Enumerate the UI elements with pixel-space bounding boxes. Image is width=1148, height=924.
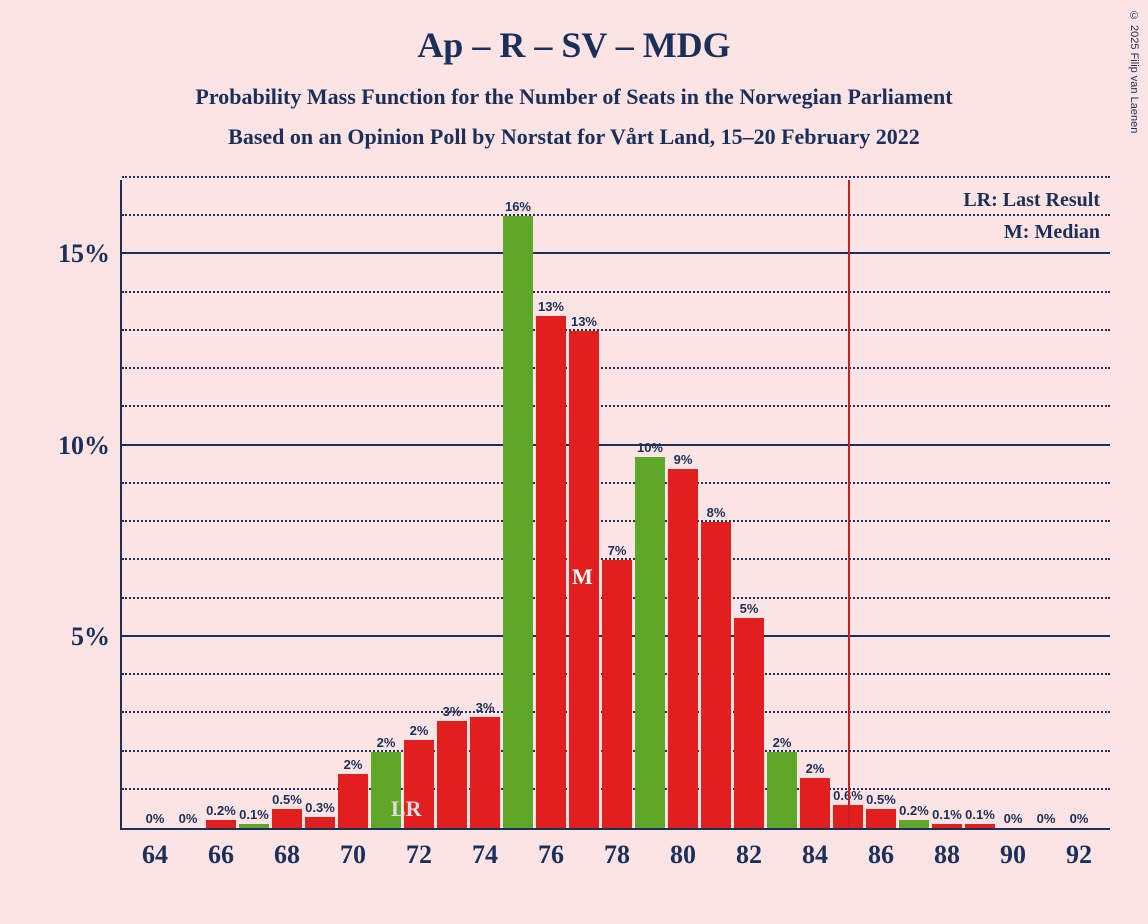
- gridline-minor: [122, 214, 1110, 216]
- bar-value-label: 0.1%: [239, 807, 269, 822]
- gridline-minor: [122, 291, 1110, 293]
- y-axis-label: 5%: [30, 622, 110, 652]
- chart-area: LR: Last Result M: Median 5%10%15%646668…: [120, 180, 1110, 830]
- x-axis-label: 84: [802, 840, 828, 870]
- bar-value-label: 2%: [773, 735, 792, 750]
- bar-value-label: 0%: [1004, 811, 1023, 826]
- bar-value-label: 16%: [505, 199, 531, 214]
- bar: 0.2%: [206, 820, 236, 828]
- gridline-minor: [122, 482, 1110, 484]
- bar-value-label: 13%: [538, 299, 564, 314]
- last-result-marker: LR: [391, 796, 422, 822]
- bar-value-label: 8%: [707, 505, 726, 520]
- x-axis-label: 88: [934, 840, 960, 870]
- gridline-minor: [122, 329, 1110, 331]
- bar: 0.5%: [866, 809, 896, 828]
- bar-value-label: 0.1%: [965, 807, 995, 822]
- bar: 9%: [668, 469, 698, 828]
- chart-title: Ap – R – SV – MDG: [0, 0, 1148, 66]
- x-axis-label: 90: [1000, 840, 1026, 870]
- bar-value-label: 0%: [1037, 811, 1056, 826]
- bar: 2%: [800, 778, 830, 828]
- x-axis-label: 74: [472, 840, 498, 870]
- chart-subtitle: Probability Mass Function for the Number…: [0, 84, 1148, 110]
- bar-value-label: 0.3%: [305, 800, 335, 815]
- bar-value-label: 0%: [1070, 811, 1089, 826]
- x-axis-label: 78: [604, 840, 630, 870]
- threshold-line: [848, 180, 850, 828]
- chart-subtitle-2: Based on an Opinion Poll by Norstat for …: [0, 124, 1148, 150]
- bar-value-label: 0.5%: [866, 792, 896, 807]
- gridline-minor: [122, 176, 1110, 178]
- bar-value-label: 7%: [608, 543, 627, 558]
- legend-lr: LR: Last Result: [963, 184, 1100, 216]
- bar-value-label: 9%: [674, 452, 693, 467]
- x-axis-label: 72: [406, 840, 432, 870]
- x-axis-label: 76: [538, 840, 564, 870]
- bar: 0.1%: [932, 824, 962, 828]
- bar: 3%: [470, 717, 500, 828]
- median-marker: M: [572, 564, 593, 590]
- bar-value-label: 0.2%: [206, 803, 236, 818]
- bar: 7%: [602, 560, 632, 828]
- bar-value-label: 2%: [377, 735, 396, 750]
- gridline-minor: [122, 367, 1110, 369]
- gridline-minor: [122, 405, 1110, 407]
- bar: 16%: [503, 216, 533, 828]
- x-axis-label: 70: [340, 840, 366, 870]
- bar: 2%: [338, 774, 368, 828]
- bar: 0.2%: [899, 820, 929, 828]
- bar: 8%: [701, 522, 731, 828]
- bar-value-label: 2%: [806, 761, 825, 776]
- bar-value-label: 5%: [740, 601, 759, 616]
- y-axis-label: 10%: [30, 431, 110, 461]
- x-axis-label: 82: [736, 840, 762, 870]
- bar-value-label: 3%: [443, 704, 462, 719]
- bar: 0.3%: [305, 817, 335, 828]
- x-axis-label: 86: [868, 840, 894, 870]
- bar: 2%: [767, 752, 797, 828]
- bar-value-label: 13%: [571, 314, 597, 329]
- x-axis-label: 64: [142, 840, 168, 870]
- x-axis-label: 92: [1066, 840, 1092, 870]
- bar: 0.1%: [965, 824, 995, 828]
- bar: 3%: [437, 721, 467, 828]
- bar-value-label: 2%: [344, 757, 363, 772]
- bar-value-label: 0%: [179, 811, 198, 826]
- copyright-text: © 2025 Filip van Laenen: [1128, 10, 1140, 133]
- gridline-major: [122, 252, 1110, 254]
- x-axis-label: 66: [208, 840, 234, 870]
- bar: 10%: [635, 457, 665, 828]
- bar-value-label: 0.2%: [899, 803, 929, 818]
- bar-value-label: 0.1%: [932, 807, 962, 822]
- y-axis-label: 15%: [30, 239, 110, 269]
- bar: 13%: [536, 316, 566, 828]
- bar-value-label: 10%: [637, 440, 663, 455]
- legend-m: M: Median: [963, 216, 1100, 248]
- bar-value-label: 0.5%: [272, 792, 302, 807]
- bar-value-label: 2%: [410, 723, 429, 738]
- bar-value-label: 3%: [476, 700, 495, 715]
- gridline-major: [122, 444, 1110, 446]
- x-axis-label: 68: [274, 840, 300, 870]
- x-axis-label: 80: [670, 840, 696, 870]
- bar-value-label: 0%: [146, 811, 165, 826]
- bar: 0.5%: [272, 809, 302, 828]
- bar: 0.1%: [239, 824, 269, 828]
- bar: 5%: [734, 618, 764, 828]
- plot-region: LR: Last Result M: Median 5%10%15%646668…: [120, 180, 1110, 830]
- gridline-minor: [122, 520, 1110, 522]
